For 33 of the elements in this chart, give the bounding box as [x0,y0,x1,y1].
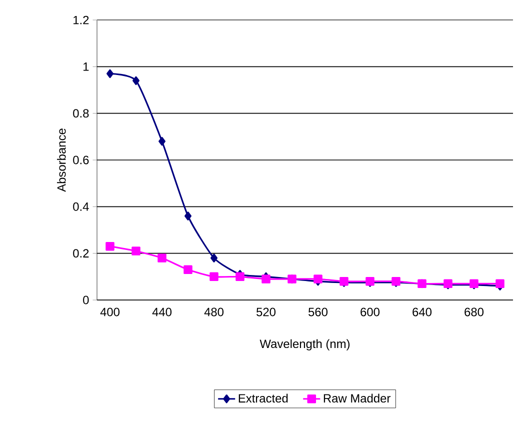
point [184,212,192,220]
x-tick-label: 560 [308,308,328,316]
point [158,254,166,262]
x-axis-title: Wavelength (nm) [260,339,350,350]
y-tick-label: 0.2 [73,249,89,258]
x-tick-label: 680 [464,308,484,316]
point [106,242,114,251]
point [106,69,114,78]
y-tick-label: 0.8 [73,109,89,118]
y-tick-label: 0.6 [73,156,89,164]
point [132,76,140,86]
x-tick-label: 600 [360,308,380,316]
x-tick-label: 400 [100,308,120,316]
point [236,272,244,282]
legend-label: Extracted [238,394,288,403]
x-tick-label: 520 [256,308,276,316]
x-tick-label: 480 [204,308,224,316]
y-axis-title: Absorbance [56,128,66,192]
point [184,265,192,274]
point [210,254,218,262]
point [210,272,218,282]
x-tick-label: 640 [412,308,432,316]
y-tick-label: 1 [83,62,89,71]
point [262,274,270,284]
point [132,246,140,256]
y-tick-label: 1.2 [74,16,89,24]
point [314,274,322,284]
legend-label: Raw Madder [324,394,390,403]
y-tick-label: 0.4 [73,202,89,211]
y-tick-label: 0 [83,296,89,304]
x-tick-label: 440 [152,308,172,316]
point [158,136,166,146]
point [496,279,504,288]
